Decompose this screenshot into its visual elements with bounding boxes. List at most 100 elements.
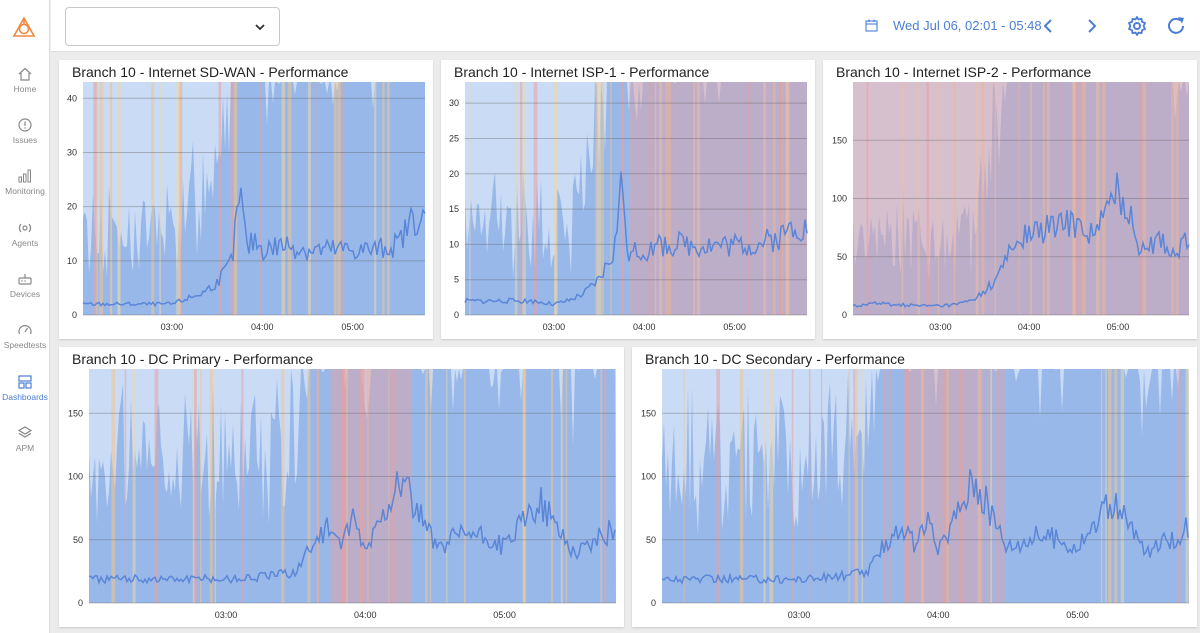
alert-band [200,369,202,603]
alert-band [763,82,767,315]
alert-band [667,82,671,315]
alert-band [1170,82,1175,315]
panel-isp2: 0 50 100 150 03:00 04:00 05:00 Branch 10 - Int… [823,60,1197,339]
alert-band [961,369,963,603]
alert-band [560,369,563,603]
panel-dc-secondary: 0 50 100 150 03:00 04:00 05:00 Branch 10 - DC … [632,347,1197,627]
alert-band [209,369,213,603]
x-tick-label: 04:00 [251,322,274,332]
sidebar-item-dashboards[interactable]: Dashboards [0,374,50,420]
alert-band [1042,82,1046,315]
alert-band [1114,369,1118,603]
sidebar-item-issues[interactable]: Issues [0,117,50,163]
y-tick-label: 5 [454,275,459,285]
alert-band [1030,82,1032,315]
alert-band [214,369,216,603]
dashboard-select[interactable] [65,7,280,46]
alert-band [808,369,811,603]
x-tick-label: 05:00 [1107,322,1130,332]
alert-band [154,369,159,603]
alert-band [1103,82,1106,315]
alert-band [977,369,982,603]
alert-band [446,369,448,603]
panel-title: Branch 10 - Internet ISP-1 - Performance [454,64,710,80]
refresh-icon [1168,17,1184,34]
alert-band [425,369,428,603]
y-tick-label: 20 [449,169,459,179]
alert-band [1177,369,1181,603]
alert-band [649,82,651,315]
alert-band [769,369,774,603]
y-tick-label: 10 [449,239,459,249]
alert-band [992,369,994,603]
bar-chart-icon [18,169,31,183]
series-line [464,171,808,307]
y-tick-label: 50 [837,252,847,262]
alert-band [604,369,607,603]
alert-band [958,369,962,603]
settings-button[interactable] [1125,14,1149,38]
alert-band [1000,369,1005,603]
app-logo-icon[interactable] [12,16,36,40]
alert-band [995,369,999,603]
sidebar-item-home[interactable]: Home [0,66,50,112]
x-tick-label: 03:00 [929,322,952,332]
alert-band [739,369,744,603]
alert-band [554,82,557,315]
sidebar-item-monitoring[interactable]: Monitoring [0,168,50,214]
sidebar: Home Issues Monitoring Agents Devices Sp… [0,0,50,633]
y-tick-label: 100 [68,472,83,482]
alert-band [469,82,471,315]
y-tick-label: 150 [68,408,83,418]
alert-band [937,82,940,315]
sidebar-item-agents[interactable]: Agents [0,220,50,266]
y-tick-label: 100 [641,472,656,482]
alert-band [779,82,783,315]
sidebar-item-speedtests[interactable]: Speedtests [0,322,50,368]
alert-band [337,82,341,315]
next-range-button[interactable] [1079,14,1103,38]
agent-broadcast-icon [18,223,32,233]
sidebar-item-apm[interactable]: APM [0,425,50,471]
critical-alert-region [853,82,1189,315]
x-tick-label: 05:00 [1066,610,1089,620]
alert-band [523,369,527,603]
alert-band [429,369,432,603]
top-header: Wed Jul 06, 02:01 - 05:48 [51,0,1200,52]
x-tick-label: 03:00 [543,322,566,332]
chevron-down-icon [255,24,265,31]
refresh-button[interactable] [1164,14,1188,38]
alert-band [981,82,985,315]
alert-band [230,82,235,315]
alert-band [854,369,858,603]
previous-range-button[interactable] [1037,14,1061,38]
alert-band [994,82,997,315]
alert-band [361,369,365,603]
alert-band [374,82,377,315]
y-tick-label: 100 [832,194,847,204]
y-tick-label: 30 [67,147,77,157]
y-tick-label: 25 [449,133,459,143]
dc-primary-performance-chart: 0 50 100 150 03:00 04:00 05:00 [68,369,617,620]
alert-band [920,369,925,603]
alert-band [117,82,120,315]
alert-band [595,82,599,315]
alert-band [763,369,766,603]
sidebar-item-label: Speedtests [3,340,47,350]
alert-band [600,369,603,603]
panel-sdwan: 0 10 20 30 40 03:00 04:00 05:00 Branch 10 - Int… [59,60,433,339]
alert-band [533,82,538,315]
series-line [661,469,1189,585]
isp1-performance-chart: 0 5 10 15 20 25 30 03:00 04:00 05:00 [449,82,808,332]
y-tick-label: 10 [67,256,77,266]
alert-band [341,369,346,603]
dashboard-icon [18,375,32,389]
alert-band [111,369,116,603]
alert-band [1095,82,1100,315]
y-tick-label: 20 [67,202,77,212]
alert-band [866,82,869,315]
x-tick-label: 04:00 [1018,322,1041,332]
alert-band [1101,82,1104,315]
sidebar-item-devices[interactable]: Devices [0,271,50,317]
y-tick-label: 150 [832,135,847,145]
